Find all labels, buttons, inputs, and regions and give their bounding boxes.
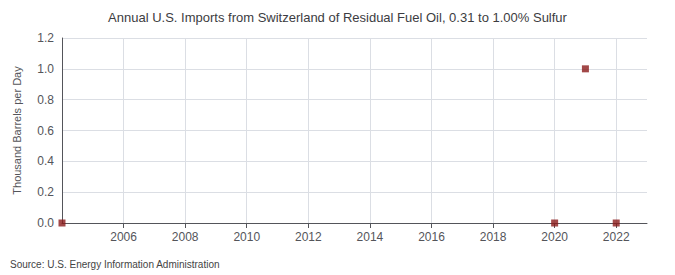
- svg-text:0.6: 0.6: [37, 124, 54, 138]
- svg-text:1.0: 1.0: [37, 62, 54, 76]
- svg-text:2012: 2012: [295, 230, 322, 244]
- svg-text:Thousand Barrels per Day: Thousand Barrels per Day: [11, 66, 23, 195]
- svg-text:1.2: 1.2: [37, 31, 54, 45]
- svg-text:2008: 2008: [172, 230, 199, 244]
- svg-text:2006: 2006: [110, 230, 137, 244]
- svg-text:0.8: 0.8: [37, 93, 54, 107]
- svg-text:Annual U.S. Imports from Switz: Annual U.S. Imports from Switzerland of …: [108, 10, 567, 25]
- svg-text:0.0: 0.0: [37, 216, 54, 230]
- svg-text:Source: U.S. Energy Informatio: Source: U.S. Energy Information Administ…: [10, 259, 220, 270]
- svg-text:0.2: 0.2: [37, 185, 54, 199]
- svg-text:2020: 2020: [541, 230, 568, 244]
- svg-text:2022: 2022: [603, 230, 630, 244]
- svg-text:2010: 2010: [233, 230, 260, 244]
- svg-text:0.4: 0.4: [37, 154, 54, 168]
- svg-text:2014: 2014: [357, 230, 384, 244]
- svg-text:2016: 2016: [418, 230, 445, 244]
- svg-text:2018: 2018: [480, 230, 507, 244]
